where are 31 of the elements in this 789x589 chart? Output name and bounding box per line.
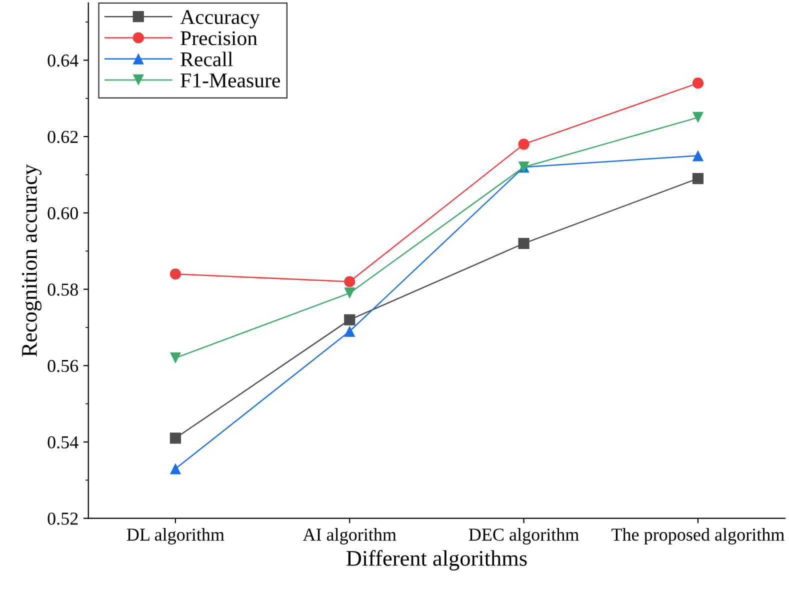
- point: [344, 288, 356, 299]
- point: [518, 238, 530, 250]
- point: [518, 138, 530, 150]
- point: [692, 112, 704, 124]
- point: [170, 268, 182, 280]
- x-axis-title: Different algorithms: [346, 550, 527, 570]
- point: [344, 276, 356, 288]
- point: [344, 314, 356, 326]
- point: [170, 352, 182, 364]
- x-tick-label: The proposed algorithm: [612, 528, 784, 544]
- y-tick-label: 0.58: [48, 284, 78, 296]
- x-tick-label: DEC algorithm: [468, 528, 579, 544]
- y-tick-label: 0.56: [48, 360, 78, 372]
- point: [170, 432, 182, 444]
- legend-label: Precision: [180, 31, 258, 46]
- point: [170, 463, 182, 474]
- y-tick-label: 0.52: [48, 512, 78, 525]
- point: [692, 78, 704, 89]
- point: [692, 150, 704, 162]
- point: [692, 173, 704, 184]
- y-tick-label: 0.64: [48, 54, 78, 67]
- point: [344, 326, 356, 337]
- legend-label: F1-Measure: [180, 74, 280, 88]
- y-tick-label: 0.60: [48, 207, 78, 220]
- y-tick-label: 0.62: [48, 130, 78, 144]
- legend-label: Accuracy: [180, 10, 260, 28]
- y-axis-title: Recognition accuracy: [22, 164, 42, 357]
- x-tick-label: DL algorithm: [126, 528, 224, 544]
- x-tick-label: AI algorithm: [302, 528, 396, 544]
- legend-label: Recall: [180, 52, 233, 66]
- y-tick-label: 0.54: [48, 436, 78, 448]
